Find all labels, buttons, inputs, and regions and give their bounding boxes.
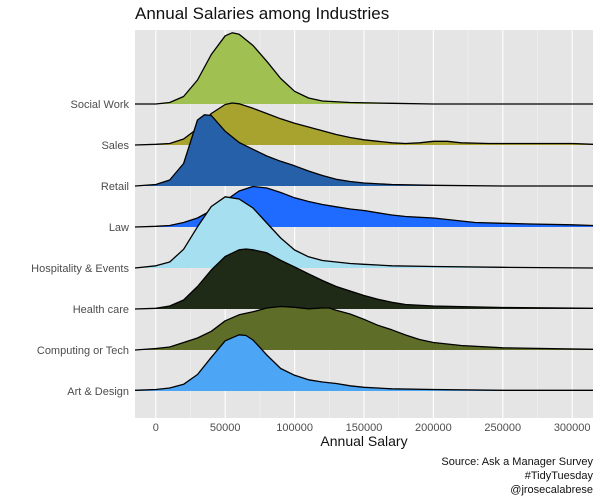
density-ridges [134, 32, 594, 391]
x-tick-labels: 0 50000 100000 150000 200000 250000 300000 [153, 422, 591, 434]
x-tick-label: 250000 [484, 422, 521, 434]
ridge-outline [135, 32, 593, 105]
caption: Source: Ask a Manager Survey #TidyTuesda… [441, 455, 593, 497]
y-tick-label: Hospitality & Events [31, 263, 129, 275]
x-tick-label: 50000 [210, 422, 241, 434]
y-tick-label: Sales [101, 140, 129, 152]
x-tick-label: 300000 [554, 422, 591, 434]
chart-title: Annual Salaries among Industries [135, 4, 390, 23]
caption-author: @jrosecalabrese [510, 484, 593, 496]
x-axis-label: Annual Salary [320, 433, 408, 449]
x-tick-label: 150000 [346, 422, 383, 434]
y-tick-label: Law [109, 222, 129, 234]
y-tick-label: Computing or Tech [37, 345, 129, 357]
y-tick-label: Retail [101, 181, 129, 193]
ridge-outline [134, 305, 594, 351]
ridge-fill [135, 103, 593, 145]
y-tick-label: Social Work [71, 99, 130, 111]
ridge-fill [135, 114, 593, 186]
x-tick-label: 0 [153, 422, 159, 434]
y-tick-label: Art & Design [67, 386, 129, 398]
ridge-fill [135, 249, 593, 309]
ridge-outline [134, 334, 593, 391]
ridge-outline [134, 196, 594, 269]
ridge-outline [134, 114, 593, 187]
ridge-outline [134, 185, 594, 228]
ridge-outline [134, 248, 594, 310]
y-tick-label: Health care [73, 304, 129, 316]
x-tick-label: 100000 [276, 422, 313, 434]
x-tick-label: 200000 [415, 422, 452, 434]
caption-source: Source: Ask a Manager Survey [441, 456, 593, 468]
ridge-fill [135, 334, 593, 391]
y-tick-labels: Social Work Sales Retail Law Hospitality & E… [31, 99, 129, 398]
caption-hashtag: #TidyTuesday [524, 470, 593, 482]
ridge-fill [135, 32, 593, 104]
